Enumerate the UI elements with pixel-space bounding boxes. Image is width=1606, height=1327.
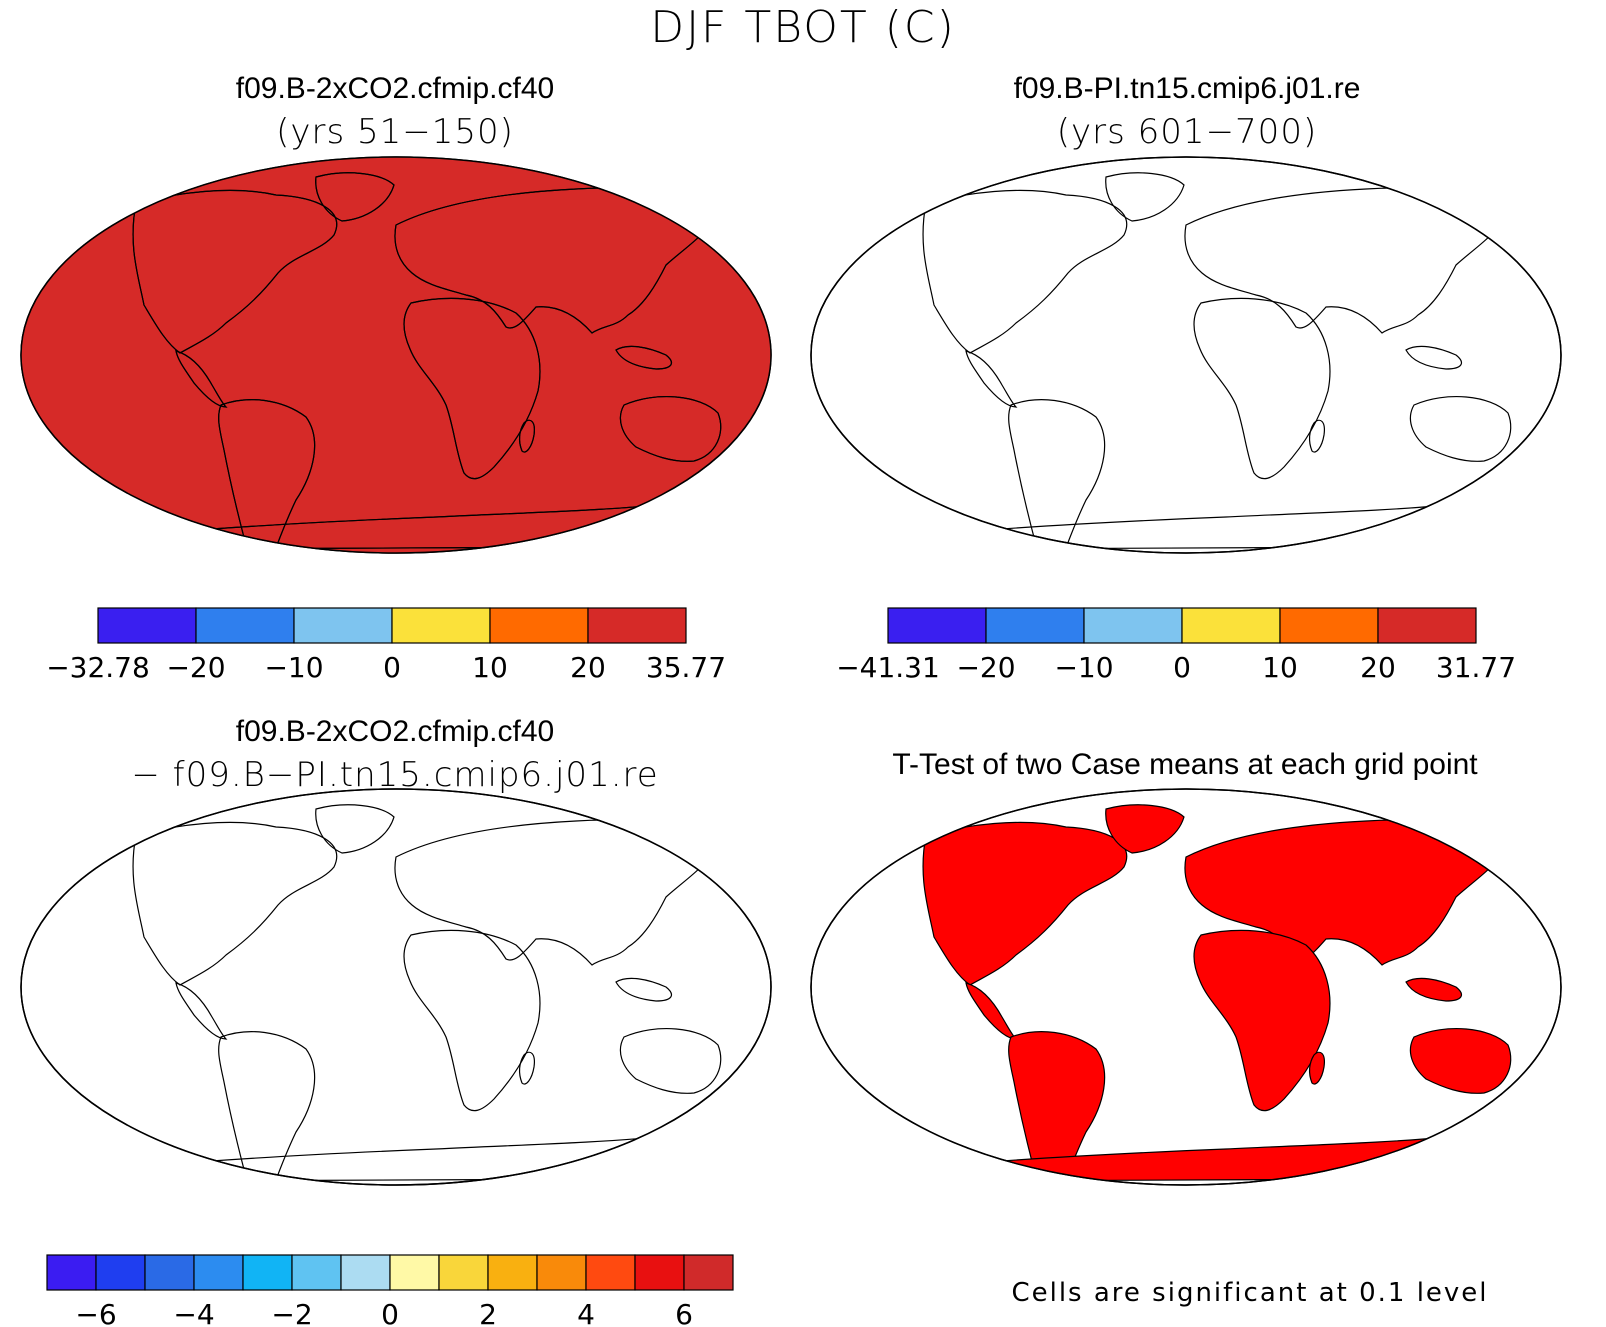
colorbar-tick-label: −20 (166, 651, 225, 684)
panel-b-years: (yrs 601−700) (1056, 112, 1318, 152)
colorbar-swatch (489, 607, 589, 644)
colorbar-swatch (242, 1254, 293, 1291)
figure-title: DJF TBOT (C) (650, 2, 956, 53)
panel-a-case-name: f09.B-2xCO2.cfmip.cf40 (235, 72, 555, 105)
colorbar-swatch (293, 607, 393, 644)
colorbar-tick-label: 31.77 (1436, 651, 1516, 684)
colorbar-swatch (340, 1254, 391, 1291)
colorbar-tick-label: −4 (173, 1298, 214, 1327)
panel-b-map (810, 156, 1562, 554)
colorbar-swatch (887, 607, 987, 644)
panel-c-case-name: f09.B-2xCO2.cfmip.cf40 (235, 715, 555, 748)
colorbar-tick-label: 4 (577, 1298, 595, 1327)
panel-d-title: T-Test of two Case means at each grid po… (892, 748, 1478, 781)
colorbar-swatch (587, 607, 687, 644)
colorbar-swatch (97, 607, 197, 644)
panel-a-map (20, 156, 772, 554)
colorbar-swatch (391, 607, 491, 644)
colorbar-swatch (536, 1254, 587, 1291)
colorbar-swatch (95, 1254, 146, 1291)
panel-a-years: (yrs 51−150) (276, 112, 514, 152)
colorbar-swatch (438, 1254, 489, 1291)
colorbar-swatch (1181, 607, 1281, 644)
colorbar-tick-label: −32.78 (46, 651, 150, 684)
colorbar-swatch (291, 1254, 342, 1291)
panel-c-map (20, 788, 772, 1186)
colorbar-tick-label: 2 (479, 1298, 497, 1327)
colorbar-swatch (585, 1254, 636, 1291)
colorbar-swatch (193, 1254, 244, 1291)
colorbar-swatch (1279, 607, 1379, 644)
colorbar-tick-label: −6 (75, 1298, 116, 1327)
colorbar-tick-label: 35.77 (646, 651, 726, 684)
significance-note: Cells are significant at 0.1 level (1011, 1278, 1489, 1308)
colorbar-swatch (389, 1254, 440, 1291)
panel-c-colorbar: −6 −4 −2 0 2 4 6 (46, 1254, 734, 1327)
colorbar-tick-label: 0 (383, 651, 401, 684)
colorbar-swatch (1377, 607, 1477, 644)
colorbar-tick-label: 20 (1360, 651, 1396, 684)
colorbar-swatch (634, 1254, 685, 1291)
colorbar-tick-label: −10 (1054, 651, 1113, 684)
colorbar-tick-label: 10 (472, 651, 508, 684)
colorbar-swatch (683, 1254, 734, 1291)
panel-d-map (810, 788, 1562, 1186)
panel-a-colorbar: −32.78 −20 −10 0 10 20 35.77 (46, 607, 726, 684)
colorbar-swatch (985, 607, 1085, 644)
colorbar-swatch (1083, 607, 1183, 644)
colorbar-swatch (487, 1254, 538, 1291)
panel-b-colorbar: −41.31 −20 −10 0 10 20 31.77 (836, 607, 1516, 684)
colorbar-tick-label: 0 (381, 1298, 399, 1327)
colorbar-tick-label: −41.31 (836, 651, 940, 684)
colorbar-tick-label: −2 (271, 1298, 312, 1327)
colorbar-swatch (195, 607, 295, 644)
panel-b-case-name: f09.B-PI.tn15.cmip6.j01.re (1013, 72, 1361, 105)
colorbar-tick-label: 0 (1173, 651, 1191, 684)
colorbar-tick-label: 20 (570, 651, 606, 684)
colorbar-tick-label: 10 (1262, 651, 1298, 684)
colorbar-tick-label: −20 (956, 651, 1015, 684)
colorbar-tick-label: −10 (264, 651, 323, 684)
colorbar-swatch (46, 1254, 97, 1291)
colorbar-tick-label: 6 (675, 1298, 693, 1327)
colorbar-swatch (144, 1254, 195, 1291)
